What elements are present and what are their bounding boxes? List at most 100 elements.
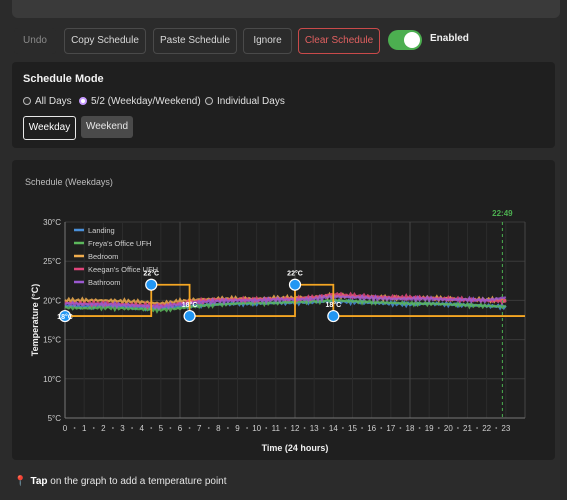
schedule-mode-card: Schedule Mode All Days 5/2 (Weekday/Week… [12,62,555,148]
schedule-mode-title: Schedule Mode [23,73,104,85]
schedule-point[interactable] [145,278,158,291]
x-minor-dot [169,427,172,429]
schedule-chart-card: Schedule (Weekdays) 5°C 10°C 15°C 20°C 25°C 30… [12,160,555,460]
x-tick-label: 14 [329,424,338,433]
paste-schedule-button[interactable]: Paste Schedule [153,28,237,54]
radio-weekday-weekend[interactable]: 5/2 (Weekday/Weekend) [79,96,201,107]
x-tick-label: 20 [444,424,453,433]
enabled-toggle[interactable] [388,30,422,50]
x-tick-label: 8 [216,424,221,433]
x-minor-dot [227,427,229,429]
y-tick-label: 25°C [43,257,61,266]
legend-label: Bathroom [88,278,121,287]
tab-weekend[interactable]: Weekend [81,116,133,138]
schedule-point[interactable] [327,309,340,323]
x-minor-dot [150,427,153,429]
y-tick-label: 20°C [43,296,61,305]
copy-schedule-button[interactable]: Copy Schedule [64,28,146,54]
schedule-point-label: 18°C [182,301,198,309]
x-tick-label: 11 [272,424,281,433]
tip-text: on the graph to add a temperature point [50,476,227,487]
x-tick-label: 19 [425,424,434,433]
legend-label: Landing [88,226,115,235]
y-tick-label: 5°C [48,414,62,423]
toggle-knob [404,32,420,48]
x-minor-dot [418,427,421,429]
x-tick-label: 12 [291,424,300,433]
ignore-button[interactable]: Ignore [243,28,292,54]
y-tick-label: 15°C [43,336,61,345]
y-tick-label: 30°C [43,218,61,227]
x-tick-label: 5 [159,424,164,433]
x-minor-dot [73,427,76,429]
x-tick-label: 6 [178,424,183,433]
x-minor-dot [284,427,287,429]
legend-label: Keegan's Office UFH [88,265,158,274]
series-line-freya-s-office-ufh [64,296,506,314]
x-tick-label: 22 [482,424,491,433]
schedule-point[interactable] [183,309,196,323]
x-axis-label: Time (24 hours) [262,443,329,453]
x-tick-label: 15 [348,424,357,433]
tab-weekday[interactable]: Weekday [23,116,76,140]
top-bar [12,0,560,18]
pin-icon: 📍 [14,476,27,487]
legend-label: Bedroom [88,252,118,261]
x-minor-dot [207,427,210,429]
x-tick-label: 17 [386,424,395,433]
schedule-chart[interactable]: Schedule (Weekdays)5°C10°C15°C20°C25°C30… [12,160,555,460]
radio-label: Individual Days [217,96,285,107]
schedule-point-label: 22°C [287,270,303,278]
x-minor-dot [322,427,325,429]
x-tick-label: 16 [367,424,376,433]
x-minor-dot [131,427,133,429]
x-minor-dot [188,427,191,429]
chart-title: Schedule (Weekdays) [25,177,113,187]
schedule-point-label: 22°C [143,270,159,278]
schedule-point-label: 18°C [57,313,73,321]
radio-individual-days[interactable]: Individual Days [205,96,285,107]
schedule-point-label: 18°C [326,301,342,309]
x-minor-dot [112,427,114,429]
schedule-point[interactable] [58,309,72,323]
x-minor-dot [437,427,440,429]
x-tick-label: 2 [101,424,106,433]
radio-dot [23,97,31,105]
schedule-point[interactable] [288,278,302,291]
tip-add-point: 📍 Tap on the graph to add a temperature p… [14,476,227,487]
x-tick-label: 18 [406,424,415,433]
x-minor-dot [361,427,363,429]
enabled-label: Enabled [430,33,469,44]
x-tick-label: 23 [501,424,510,433]
undo-button[interactable]: Undo [14,28,56,54]
x-minor-dot [399,427,402,429]
radio-dot [205,97,213,105]
x-minor-dot [342,427,344,429]
radio-label: 5/2 (Weekday/Weekend) [91,96,201,107]
schedule-step-line [65,283,525,317]
x-tick-label: 21 [463,424,472,433]
x-minor-dot [303,427,306,429]
x-minor-dot [246,427,248,429]
radio-label: All Days [35,96,72,107]
x-tick-label: 10 [252,424,261,433]
x-tick-label: 4 [139,424,144,433]
x-tick-label: 9 [235,424,240,433]
x-minor-dot [457,427,459,429]
x-tick-label: 7 [197,424,202,433]
legend-label: Freya's Office UFH [88,239,151,248]
x-tick-label: 13 [310,424,319,433]
x-minor-dot [495,427,498,429]
x-tick-label: 1 [82,424,87,433]
clear-schedule-button[interactable]: Clear Schedule [298,28,380,54]
x-tick-label: 0 [63,424,68,433]
radio-all-days[interactable]: All Days [23,96,72,107]
x-minor-dot [265,427,268,429]
y-tick-label: 10°C [43,375,61,384]
x-tick-label: 3 [120,424,125,433]
x-minor-dot [380,427,383,429]
now-marker-label: 22:49 [492,209,513,218]
radio-dot-selected [79,97,87,105]
tip-bold: Tap [30,476,48,487]
x-minor-dot [92,427,95,429]
